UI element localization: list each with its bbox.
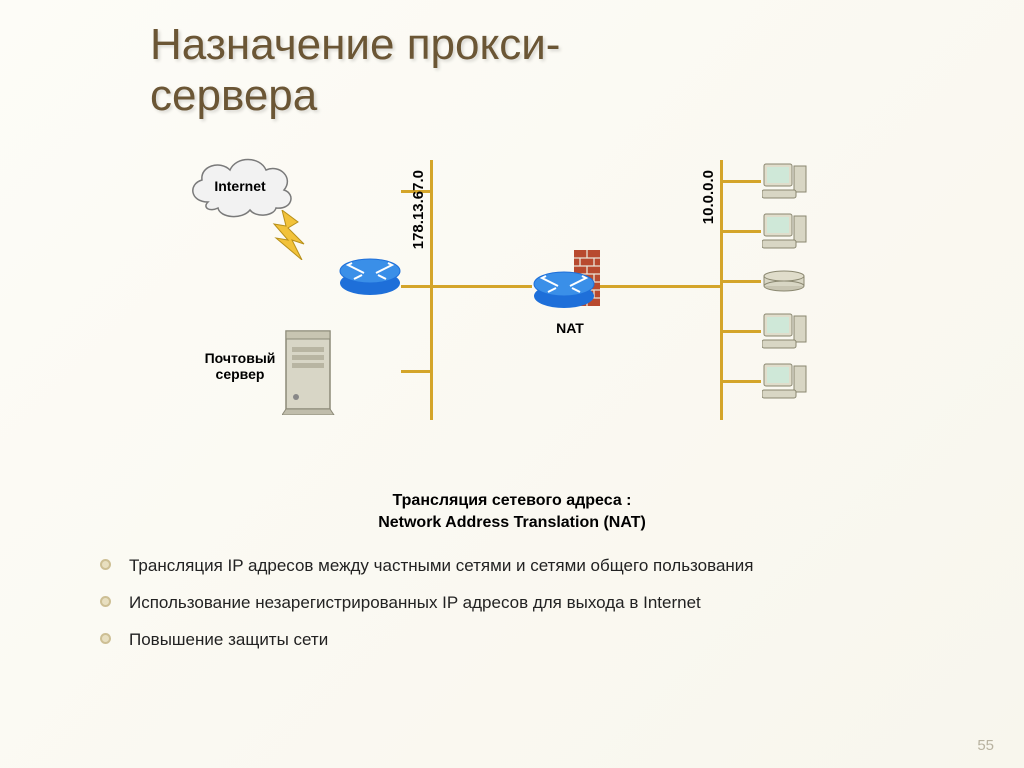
bullet-item: Повышение защиты сети [100,629,964,652]
slide-title: Назначение прокси- сервера [150,20,560,121]
tap-pc-3 [723,330,761,333]
pc-1 [762,162,808,202]
router-external [338,255,402,297]
cloud-label: Internet [180,178,300,194]
pc-2 [762,212,808,252]
bullet-item: Использование незарегистрированных IP ад… [100,592,964,615]
diagram-caption: Трансляция сетевого адреса : Network Add… [0,490,1024,533]
bullet-dot-icon [100,559,111,570]
tap-disk [723,280,761,283]
mail-server-label: Почтовый сервер [200,350,280,382]
caption-line-2: Network Address Translation (NAT) [378,514,646,531]
tap-nat-left [401,285,431,288]
link-left-to-nat [433,285,532,288]
page-number: 55 [977,737,994,754]
bullet-text: Повышение защиты сети [129,629,328,652]
tap-pc-1 [723,180,761,183]
nat-label: NAT [540,320,600,336]
link-nat-to-right [598,285,720,288]
tap-pc-4 [723,380,761,383]
lightning-icon [270,210,310,260]
pc-3 [762,312,808,352]
tap-mailserver [401,370,431,373]
bus-left-line [430,160,433,420]
bullet-text: Использование незарегистрированных IP ад… [129,592,701,615]
bullet-dot-icon [100,596,111,607]
caption-line-1: Трансляция сетевого адреса : [392,492,631,509]
bullet-list: Трансляция IP адресов между частными сет… [100,555,964,666]
router-nat [532,268,596,310]
mail-server [282,325,338,415]
tap-pc-2 [723,230,761,233]
bullet-item: Трансляция IP адресов между частными сет… [100,555,964,578]
pc-4 [762,362,808,402]
bullet-dot-icon [100,633,111,644]
network-diagram: 178.13.67.0 10.0.0.0 Internet [160,150,880,480]
title-line-1: Назначение прокси- [150,20,560,69]
bullet-text: Трансляция IP адресов между частными сет… [129,555,754,578]
ip-left-label: 178.13.67.0 [410,170,427,249]
storage-disk [762,270,806,292]
title-line-2: сервера [150,71,317,120]
ip-right-label: 10.0.0.0 [700,170,717,224]
